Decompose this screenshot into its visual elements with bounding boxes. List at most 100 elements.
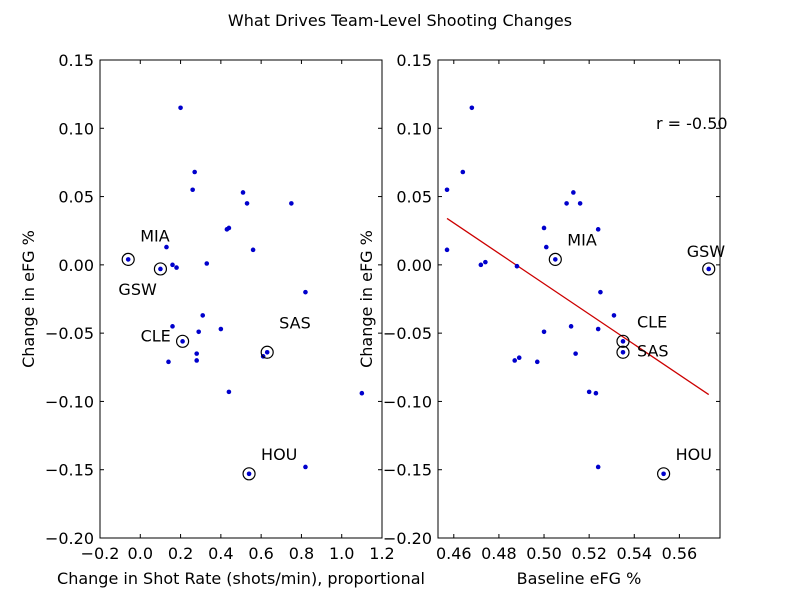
data-point (240, 190, 246, 195)
x-tick-label: 0.52 (571, 544, 607, 563)
y-tick-label: 0.05 (396, 188, 432, 207)
x-tick-label: −0.2 (81, 544, 120, 563)
data-point (568, 324, 574, 329)
data-point (478, 262, 484, 268)
data-point (166, 359, 171, 365)
data-point (226, 225, 232, 231)
axes-frame (437, 59, 721, 539)
highlight-ring-hou (242, 467, 256, 481)
y-tick-label: 0.00 (396, 256, 432, 275)
highlight-ring-cle (175, 334, 190, 348)
data-point (196, 329, 201, 335)
data-point (460, 169, 466, 175)
x-tick-label: 0.46 (436, 544, 472, 563)
team-label-cle: CLE (141, 326, 171, 345)
highlight-ring-hou (656, 467, 671, 481)
data-point (200, 313, 206, 318)
data-point (611, 313, 617, 318)
x-tick-label: 0.6 (248, 544, 273, 563)
data-point (598, 289, 603, 295)
data-point (620, 339, 626, 344)
figure-title: What Drives Team-Level Shooting Changes (228, 11, 572, 30)
x-tick-label: 1.2 (369, 544, 394, 563)
y-tick-label: −0.10 (45, 392, 94, 411)
x-tick-label: 1.0 (329, 544, 354, 563)
y-tick-label: −0.15 (383, 461, 432, 480)
y-tick-label: 0.15 (396, 51, 432, 70)
team-label-cle: CLE (637, 312, 667, 331)
x-tick-label: 0.50 (526, 544, 562, 563)
data-point (289, 201, 294, 206)
team-label-sas: SAS (637, 341, 669, 360)
x-tick-label: 0.8 (289, 544, 314, 563)
y-tick-label: 0.15 (58, 51, 94, 70)
axes-frame (99, 59, 383, 539)
team-label-gsw: GSW (118, 280, 157, 299)
data-point (593, 390, 599, 396)
data-point (516, 355, 522, 361)
data-point (595, 464, 601, 470)
data-point (620, 349, 626, 355)
data-point (359, 390, 365, 396)
y-tick-label: −0.05 (383, 324, 432, 343)
data-point (170, 324, 175, 329)
x-tick-label: 0.2 (168, 544, 193, 563)
data-point (444, 187, 450, 193)
y-tick-label: −0.20 (45, 529, 94, 548)
data-point (125, 257, 131, 262)
data-point (190, 187, 195, 193)
data-point (246, 471, 252, 477)
x-axis-label: Baseline eFG % (517, 569, 642, 588)
data-point (534, 359, 540, 365)
data-point (170, 262, 175, 268)
data-point (180, 339, 185, 344)
data-point (577, 201, 583, 206)
data-point (586, 389, 592, 395)
data-point (174, 265, 179, 270)
data-point (192, 169, 197, 175)
data-point (514, 263, 520, 269)
x-tick-label: 0.54 (616, 544, 652, 563)
data-point (661, 471, 666, 477)
y-tick-label: −0.15 (45, 461, 94, 480)
data-point (571, 190, 576, 195)
data-point (483, 259, 488, 265)
data-point (250, 247, 256, 253)
y-tick-label: −0.05 (45, 324, 94, 343)
data-point (512, 358, 518, 363)
y-tick-label: 0.10 (58, 119, 94, 138)
highlight-ring-mia (548, 252, 562, 266)
highlight-ring-cle (616, 334, 630, 348)
x-tick-label: 0.0 (128, 544, 153, 563)
team-label-sas: SAS (279, 313, 311, 332)
data-point (595, 227, 601, 232)
data-point (303, 464, 308, 470)
correlation-annotation: r = -0.50 (656, 114, 728, 133)
team-label-hou: HOU (261, 445, 297, 464)
data-point (158, 266, 163, 272)
data-point (164, 244, 169, 250)
data-point (178, 105, 183, 111)
data-point (553, 257, 558, 262)
data-point (194, 358, 199, 363)
y-tick-label: 0.05 (58, 188, 94, 207)
data-point (264, 349, 270, 355)
data-point (541, 329, 547, 335)
highlight-ring-mia (121, 252, 135, 266)
team-label-gsw: GSW (687, 242, 726, 261)
regression-line (446, 217, 710, 396)
data-point (543, 244, 549, 250)
left-scatter-panel: −0.2 0.0 0.2 0.4 0.6 0.8 1.0 1.2 −0.20 −0.15 −0.10… (19, 51, 425, 588)
y-axis-label: Change in eFG % (19, 230, 38, 368)
x-axis-label: Change in Shot Rate (shots/min), proport… (57, 569, 425, 588)
x-tick-label: 0.56 (662, 544, 698, 563)
data-point (303, 289, 308, 295)
x-tick-label: 0.4 (208, 544, 233, 563)
data-point (541, 225, 547, 231)
highlight-ring-sas (616, 345, 630, 359)
data-point (204, 261, 210, 266)
data-point (244, 201, 250, 206)
right-scatter-panel: 0.46 0.48 0.50 0.52 0.54 0.56 −0.20 −0.15 −0.10 −… (357, 51, 728, 588)
data-point (564, 201, 569, 206)
